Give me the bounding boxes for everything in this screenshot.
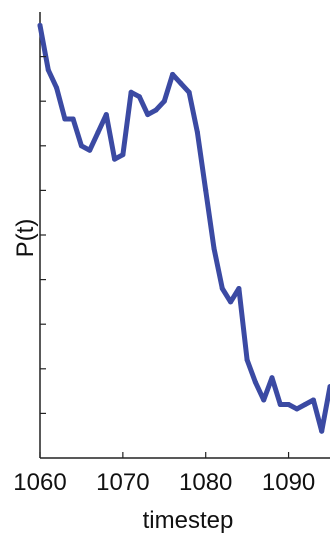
data-point: [310, 397, 316, 403]
data-point: [103, 112, 109, 118]
data-point: [302, 401, 308, 407]
data-point: [286, 401, 292, 407]
data-point: [70, 116, 76, 122]
data-point: [161, 98, 167, 104]
y-axis-label: P(t): [12, 219, 39, 258]
series-line-0: [37, 22, 330, 434]
data-point: [228, 299, 234, 305]
data-point: [252, 379, 258, 385]
x-tick-label: 1070: [96, 469, 149, 496]
data-point: [37, 22, 43, 28]
data-point: [87, 147, 93, 153]
data-point: [78, 143, 84, 149]
data-point: [244, 357, 250, 363]
data-point: [120, 152, 126, 158]
data-point: [294, 406, 300, 412]
x-tick-label: 1080: [179, 469, 232, 496]
data-point: [136, 94, 142, 100]
data-point: [54, 85, 60, 91]
data-point: [327, 384, 330, 390]
data-point: [277, 401, 283, 407]
data-point: [153, 107, 159, 113]
data-point: [211, 245, 217, 251]
x-tick-label: 1060: [13, 469, 66, 496]
data-point: [170, 71, 176, 77]
data-point: [236, 286, 242, 292]
data-point: [62, 116, 68, 122]
data-point: [112, 156, 118, 162]
data-point: [203, 187, 209, 193]
data-point: [145, 112, 151, 118]
data-point: [95, 129, 101, 135]
data-point: [128, 89, 134, 95]
x-axis-label: timestep: [143, 507, 234, 534]
data-point: [194, 129, 200, 135]
data-point: [45, 67, 51, 73]
x-tick-label: 1090: [262, 469, 315, 496]
data-point: [319, 428, 325, 434]
data-point: [178, 80, 184, 86]
data-point: [219, 286, 225, 292]
data-point: [186, 89, 192, 95]
data-point: [261, 397, 267, 403]
data-point: [269, 375, 275, 381]
